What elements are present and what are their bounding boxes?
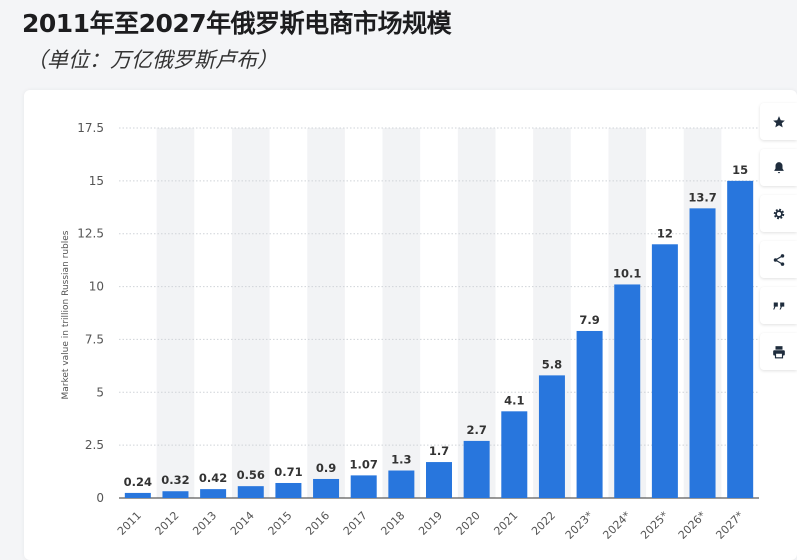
page-title: 2011年至2027年俄罗斯电商市场规模 <box>22 9 452 38</box>
x-tick-label: 2021 <box>491 509 520 538</box>
x-tick-label: 2017 <box>341 509 370 538</box>
data-label: 1.07 <box>350 457 378 471</box>
x-tick-label: 2013 <box>190 509 219 538</box>
x-tick-label: 2015 <box>266 509 295 538</box>
share-button[interactable] <box>760 241 797 278</box>
x-tick-label: 2018 <box>378 509 407 538</box>
x-tick-label: 2024* <box>600 509 633 542</box>
bar-chart: 0 2.5 5 7.5 10 12.5 15 17.5 0.24 0.32 0.42 0.56 0.7… <box>61 121 759 542</box>
x-tick-label: 2011 <box>115 509 144 538</box>
star-icon <box>772 115 785 127</box>
data-label: 0.42 <box>199 471 227 485</box>
x-tick-label: 2025* <box>638 509 671 542</box>
y-tick-label: 5 <box>96 385 104 399</box>
category-band <box>457 128 496 498</box>
bar[interactable] <box>614 284 641 498</box>
category-band <box>307 128 345 498</box>
data-label: 0.56 <box>237 468 265 482</box>
bell-icon <box>773 161 784 173</box>
bar[interactable] <box>727 180 754 498</box>
y-tick-label: 15 <box>89 174 104 188</box>
quote-icon <box>772 302 784 309</box>
y-tick-label: 10 <box>89 280 104 294</box>
x-tick-label: 2014 <box>228 509 257 538</box>
bar[interactable] <box>689 208 716 498</box>
data-label: 0.9 <box>316 461 336 475</box>
bar[interactable] <box>426 462 452 498</box>
bar[interactable] <box>313 478 340 498</box>
bar[interactable] <box>388 470 415 498</box>
x-tick-label: 2027* <box>713 509 746 542</box>
bar[interactable] <box>501 411 528 498</box>
y-tick-label: 7.5 <box>85 332 104 346</box>
share-icon <box>773 253 784 266</box>
bar[interactable] <box>200 489 227 498</box>
y-tick-label: 17.5 <box>77 121 104 135</box>
bar[interactable] <box>651 244 678 498</box>
category-band <box>231 128 270 498</box>
x-tick-label: 2012 <box>153 509 182 538</box>
bar[interactable] <box>237 486 264 498</box>
data-label: 0.24 <box>124 475 152 489</box>
x-tick-label: 2026* <box>676 509 709 542</box>
x-tick-label: 2023* <box>563 509 596 542</box>
y-tick-label: 2.5 <box>85 438 104 452</box>
data-label: 13.7 <box>688 190 716 204</box>
gear-icon <box>773 208 784 219</box>
y-tick-label: 12.5 <box>77 227 104 241</box>
cite-button[interactable] <box>760 287 797 324</box>
notification-button[interactable] <box>760 149 797 186</box>
bar[interactable] <box>162 491 189 498</box>
x-tick-label: 2020 <box>454 509 483 538</box>
data-label: 15 <box>732 163 748 177</box>
category-band <box>156 128 195 498</box>
settings-button[interactable] <box>760 195 797 232</box>
x-tick-label: 2016 <box>303 509 332 538</box>
data-label: 7.9 <box>579 313 599 327</box>
bar[interactable] <box>350 475 377 498</box>
data-label: 1.3 <box>391 453 411 467</box>
bar[interactable] <box>463 440 490 498</box>
page-subtitle: （单位：万亿俄罗斯卢布） <box>26 48 278 72</box>
data-label: 0.71 <box>274 465 302 479</box>
data-label: 4.1 <box>504 393 524 407</box>
y-tick-label: 0 <box>96 491 104 505</box>
chart-toolbar <box>760 103 797 379</box>
favorite-button[interactable] <box>760 103 797 140</box>
bar[interactable] <box>576 330 603 498</box>
data-label: 2.7 <box>466 423 486 437</box>
bar[interactable] <box>538 375 565 498</box>
x-tick-label: 2022 <box>529 509 558 538</box>
bar[interactable] <box>275 482 302 498</box>
data-label: 0.32 <box>161 473 189 487</box>
data-label: 5.8 <box>542 357 562 371</box>
data-label: 1.7 <box>429 444 449 458</box>
data-label: 12 <box>657 226 673 240</box>
category-band <box>382 128 421 498</box>
print-icon <box>772 345 785 358</box>
print-button[interactable] <box>760 333 797 370</box>
y-axis-label: Market value in trillion Russian rubles <box>61 230 71 399</box>
x-tick-label: 2019 <box>416 509 445 538</box>
chart-card: 0 2.5 5 7.5 10 12.5 15 17.5 0.24 0.32 0.42 0.56 0.7… <box>24 90 797 560</box>
bar[interactable] <box>124 492 151 498</box>
data-label: 10.1 <box>613 266 641 280</box>
